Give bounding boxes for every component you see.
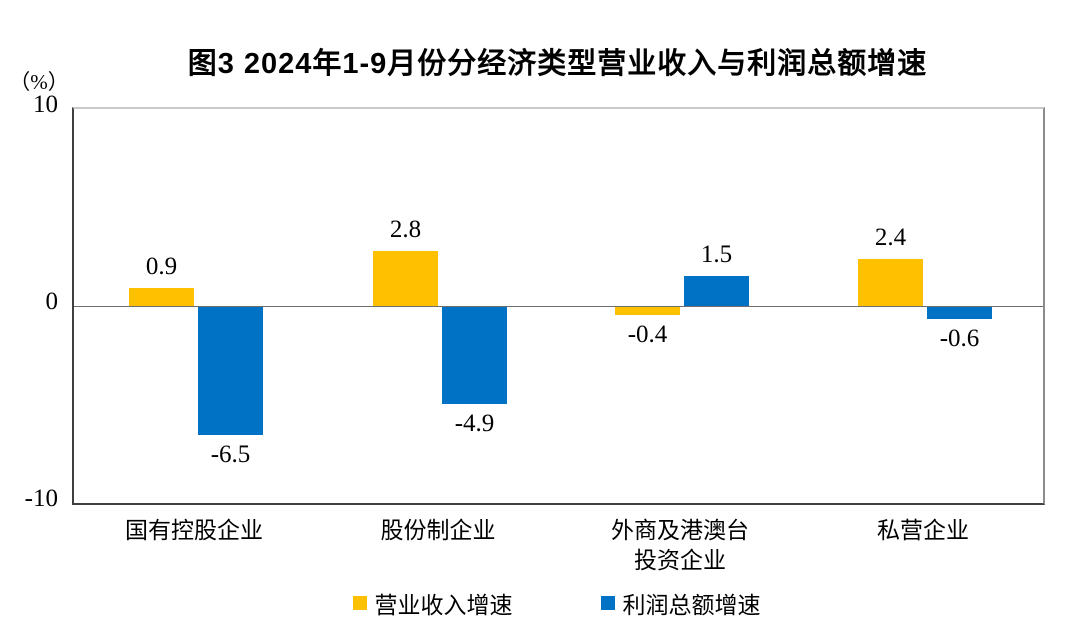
legend-swatch-icon: [352, 596, 367, 610]
x-label-股份制企业: 股份制企业: [380, 518, 496, 543]
value-label: 2.8: [389, 215, 422, 243]
value-label: 1.5: [700, 241, 733, 269]
legend-label: 营业收入增速: [374, 593, 513, 618]
bar-利润总额增速-股份制企业: [442, 307, 507, 404]
value-label: 2.4: [874, 223, 907, 251]
value-label: -4.9: [454, 409, 495, 437]
bar-营业收入增速-国有控股企业: [129, 288, 194, 306]
value-label: -0.4: [627, 320, 668, 348]
bar-利润总额增速-私营企业: [927, 307, 992, 319]
y-axis-unit-label: （%）: [9, 70, 69, 94]
bar-利润总额增速-国有控股企业: [198, 307, 263, 436]
y-tick-10: 10: [33, 91, 58, 118]
value-label: -6.5: [210, 441, 251, 469]
legend-item-利润总额增速: 利润总额增速: [600, 586, 761, 620]
legend-label: 利润总额增速: [622, 593, 761, 618]
y-tick-0: 0: [45, 288, 59, 315]
bar-营业收入增速-股份制企业: [373, 250, 438, 306]
bar-营业收入增速-私营企业: [858, 258, 923, 306]
plot-area: 0.9 2.8 -0.4 2.4 -6.5 -4.9 1.5 -0.6: [72, 107, 1045, 505]
legend-swatch-icon: [600, 596, 615, 610]
x-label-国有控股企业: 国有控股企业: [125, 518, 263, 543]
zero-gridline: [74, 306, 1043, 307]
value-label: -0.6: [939, 324, 980, 352]
x-label-外商及港澳台投资企业: 外商及港澳台 投资企业: [611, 518, 749, 573]
chart-title: 图3 2024年1-9月份分经济类型营业收入与利润总额增速: [187, 48, 928, 80]
legend: 营业收入增速 利润总额增速: [72, 586, 1041, 620]
value-label: 0.9: [145, 253, 178, 281]
bar-利润总额增速-外商及港澳台投资企业: [684, 276, 749, 306]
x-label-私营企业: 私营企业: [877, 518, 969, 543]
legend-item-营业收入增速: 营业收入增速: [352, 586, 513, 620]
y-tick--10: -10: [24, 485, 58, 512]
bar-营业收入增速-外商及港澳台投资企业: [615, 307, 680, 315]
